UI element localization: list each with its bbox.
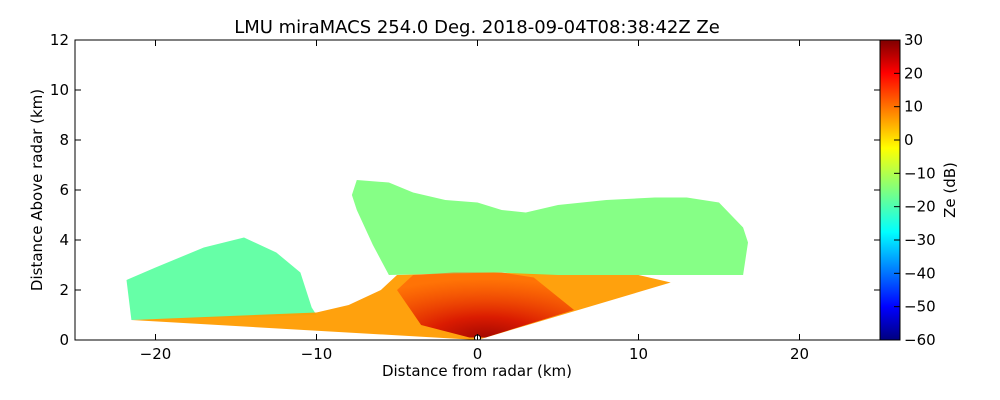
colorbar — [879, 39, 901, 341]
echo-region-rain-core — [397, 272, 575, 338]
colorbar-tick-label: −20 — [904, 198, 936, 216]
x-tick-label: −20 — [140, 345, 172, 363]
x-axis: −20 −10 0 10 20 — [140, 40, 809, 363]
echo-region-left-cloud — [126, 237, 317, 320]
y-tick-label: 6 — [59, 181, 69, 199]
colorbar-tick-label: −40 — [904, 264, 936, 282]
y-tick-label: 0 — [59, 331, 69, 349]
colorbar-tick-label: −60 — [904, 331, 936, 349]
colorbar-tick-label: −10 — [904, 164, 936, 182]
colorbar-tick-label: −30 — [904, 231, 936, 249]
y-tick-label: 10 — [50, 81, 69, 99]
y-tick-label: 8 — [59, 131, 69, 149]
y-axis-label: Distance Above radar (km) — [28, 89, 46, 291]
colorbar-tick-label: 30 — [904, 31, 923, 49]
colorbar-tick-label: 0 — [904, 131, 914, 149]
y-tick-label: 12 — [50, 31, 69, 49]
colorbar-ticks: 30 20 10 0 −10 −20 −30 −40 −50 −60 — [894, 31, 936, 349]
y-tick-label: 4 — [59, 231, 69, 249]
colorbar-tick-label: 10 — [904, 98, 923, 116]
colorbar-label: Ze (dB) — [941, 162, 959, 218]
echo-region-upper-cloud — [351, 180, 748, 275]
chart-title: LMU miraMACS 254.0 Deg. 2018-09-04T08:38… — [234, 17, 720, 38]
colorbar-tick-label: 20 — [904, 64, 923, 82]
y-tick-label: 2 — [59, 281, 69, 299]
echo-regions — [126, 180, 748, 340]
y-axis: 0 2 4 6 8 10 12 — [50, 31, 880, 349]
colorbar-tick-label: −50 — [904, 298, 936, 316]
x-tick-label: 10 — [629, 345, 648, 363]
x-tick-label: 0 — [473, 345, 483, 363]
x-axis-label: Distance from radar (km) — [382, 362, 572, 380]
x-tick-label: 20 — [790, 345, 809, 363]
x-tick-label: −10 — [301, 345, 333, 363]
